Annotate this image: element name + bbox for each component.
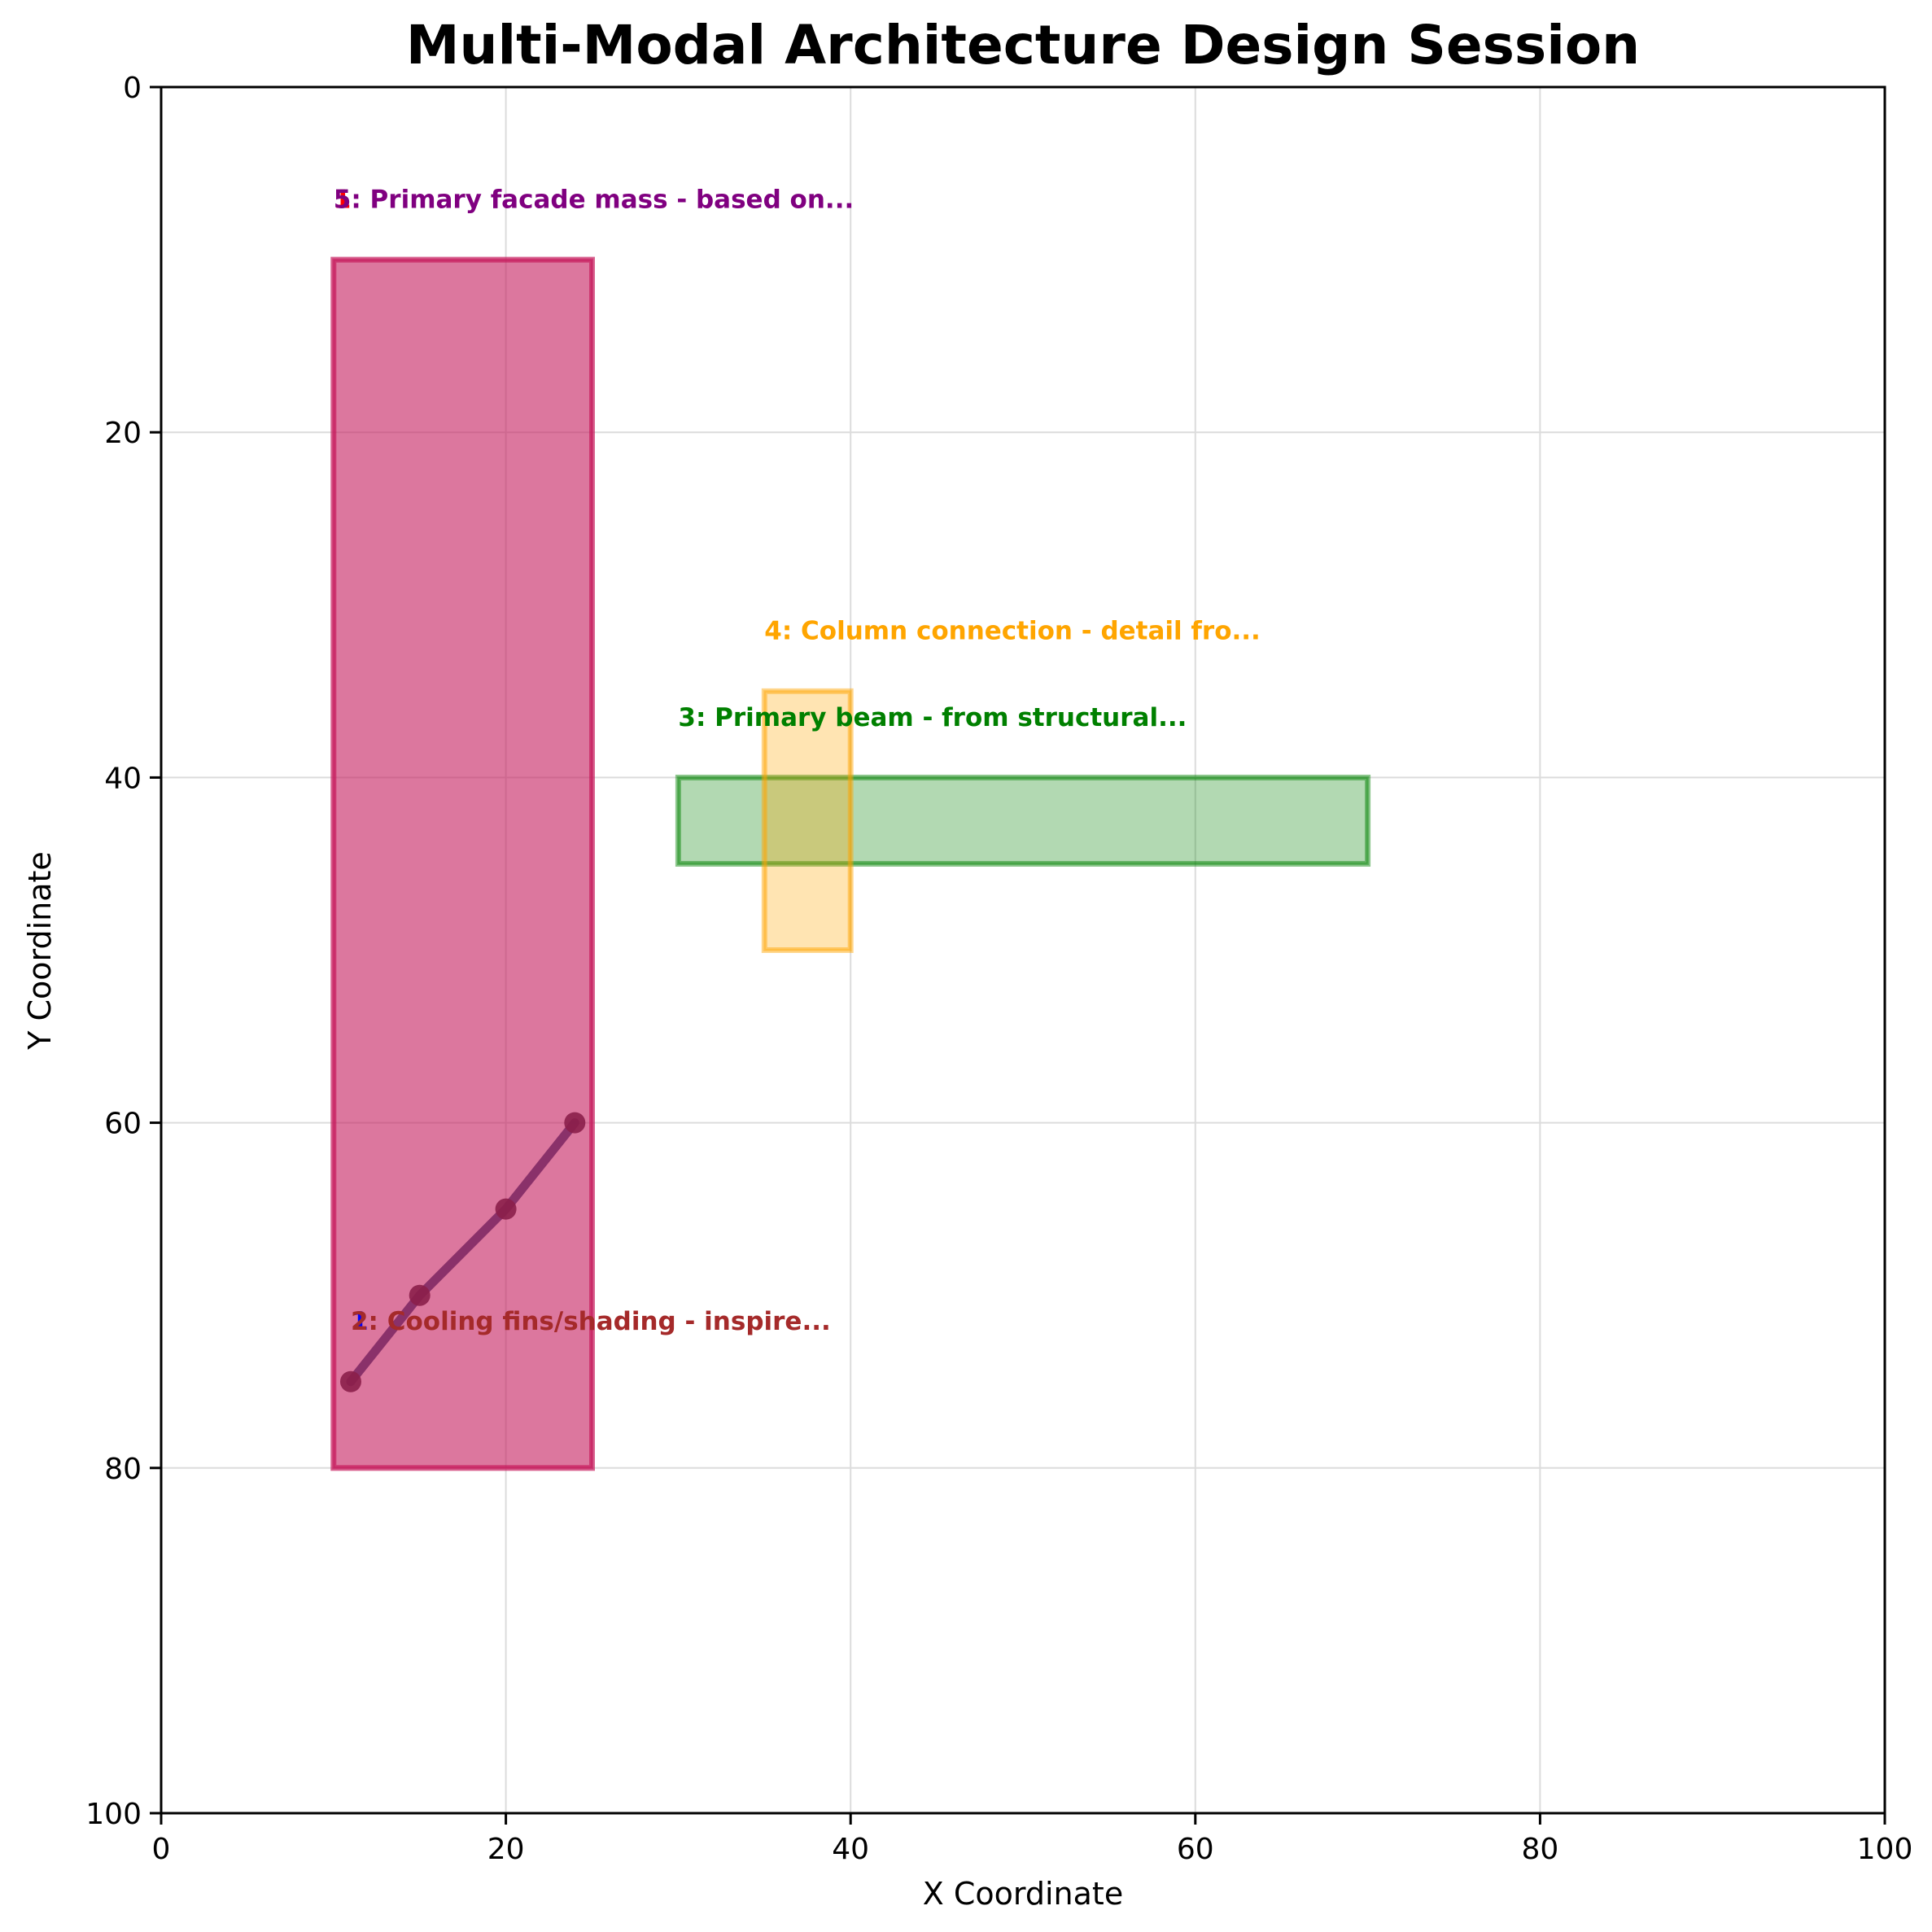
x-tick-label: 100 [1857,1833,1913,1866]
sketch-point [409,1284,431,1306]
x-tick-label: 60 [1177,1833,1214,1866]
y-tick-label: 100 [85,1798,142,1831]
annotation-label: 2: Cooling fins/shading - inspire... [351,1307,831,1336]
shape-rect-1 [330,256,595,1471]
shape-rect-edge-1 [332,258,593,1470]
x-axis-label: X Coordinate [923,1876,1123,1912]
annotation-label: 1 [334,185,352,214]
y-tick-label: 80 [104,1453,142,1486]
axes: 0 20 40 60 80 100 0 20 40 60 80 100 [85,72,1912,1866]
plot-lines [339,1112,586,1392]
shape-rect-edge-3 [676,776,1370,865]
shape-rect-5 [330,256,595,1471]
x-tick-label: 40 [832,1833,869,1866]
plot-shapes [330,256,1371,1471]
shape-rect-4 [761,688,854,953]
shape-rect-edge-4 [763,689,852,951]
annotation-label: 3: Primary beam - from structural... [678,703,1187,732]
y-axis-label: Y Coordinate [22,851,58,1051]
y-tick-label: 60 [104,1108,142,1141]
sketch-point [339,1370,361,1392]
sketch-point [495,1198,517,1220]
x-tick-label: 20 [487,1833,525,1866]
x-tick-label: 0 [152,1833,171,1866]
x-tick-label: 80 [1521,1833,1558,1866]
y-tick-label: 20 [104,417,142,450]
y-tick-label: 40 [104,762,142,795]
sketch-line-2 [346,1118,579,1387]
sketch-point [564,1112,586,1134]
annotation-label: 5: Primary facade mass - based on... [334,185,854,214]
shape-rect-3 [675,774,1371,867]
chart-title: Multi-Modal Architecture Design Session [406,14,1640,76]
annotation-label: 1 [351,1307,369,1336]
annotation-label: 4: Column connection - detail fro... [764,617,1261,646]
annotations: 15: Primary facade mass - based on...4: … [334,185,1261,1336]
plot-frame [160,85,1886,1815]
y-tick-label: 0 [123,72,142,105]
shape-rect-edge-5 [332,258,593,1470]
